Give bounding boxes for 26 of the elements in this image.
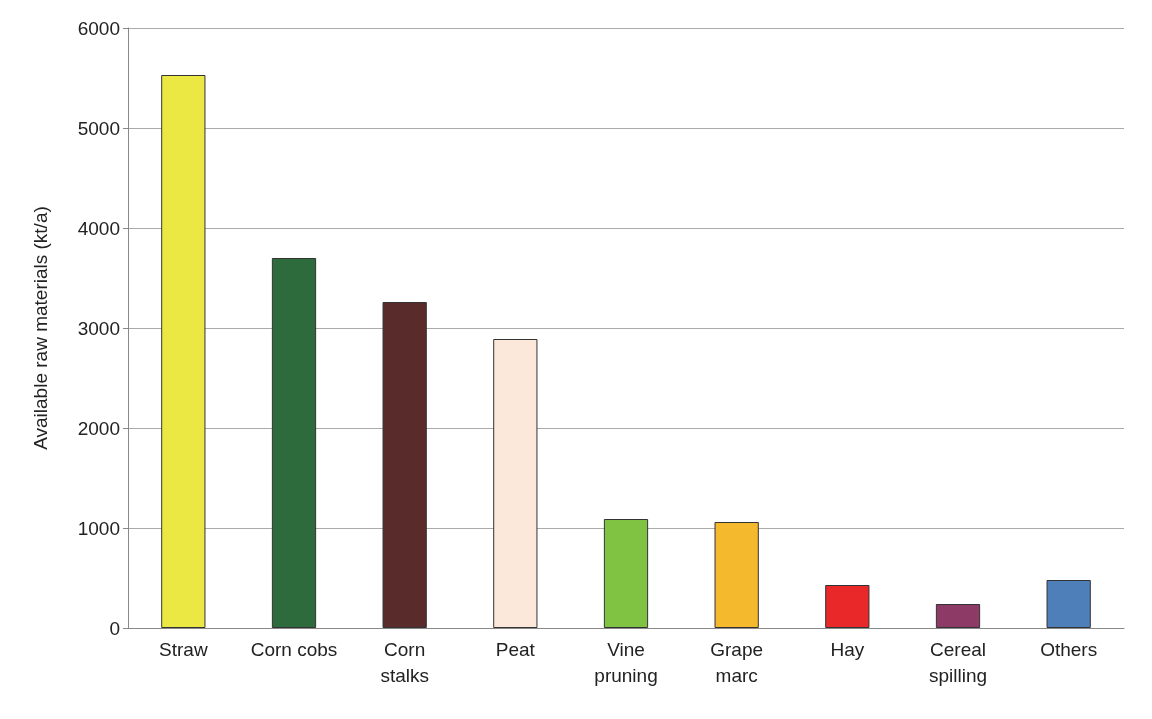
bar bbox=[935, 604, 981, 628]
y-axis-title: Available raw materials (kt/a) bbox=[30, 206, 51, 450]
x-tick-label: Peat bbox=[495, 638, 536, 660]
y-tick-label: 1000 bbox=[77, 517, 120, 539]
x-tick-label: Corn stalks bbox=[380, 638, 429, 686]
bar bbox=[1046, 580, 1091, 628]
bar bbox=[714, 522, 759, 628]
x-tick-label: Cereal spilling bbox=[928, 638, 988, 686]
bar bbox=[382, 302, 427, 628]
bar bbox=[271, 258, 317, 628]
x-tick-label: Straw bbox=[159, 638, 208, 660]
y-tick-label: 4000 bbox=[77, 217, 120, 239]
bar bbox=[493, 339, 538, 628]
x-tick-label: Hay bbox=[830, 638, 865, 660]
y-tick-label: 6000 bbox=[77, 17, 120, 39]
y-tick-label: 2000 bbox=[77, 417, 120, 439]
bar bbox=[161, 75, 206, 628]
bar bbox=[825, 585, 870, 628]
y-tick-label: 5000 bbox=[77, 117, 120, 139]
y-tick-label: 3000 bbox=[77, 317, 120, 339]
x-tick-label: Corn cobs bbox=[250, 638, 338, 660]
bar bbox=[603, 519, 649, 628]
x-tick-label: Grape marc bbox=[710, 638, 764, 686]
x-tick-label: Vine pruning bbox=[594, 638, 658, 686]
y-tick-label: 0 bbox=[109, 617, 120, 639]
x-tick-label: Others bbox=[1040, 638, 1098, 660]
